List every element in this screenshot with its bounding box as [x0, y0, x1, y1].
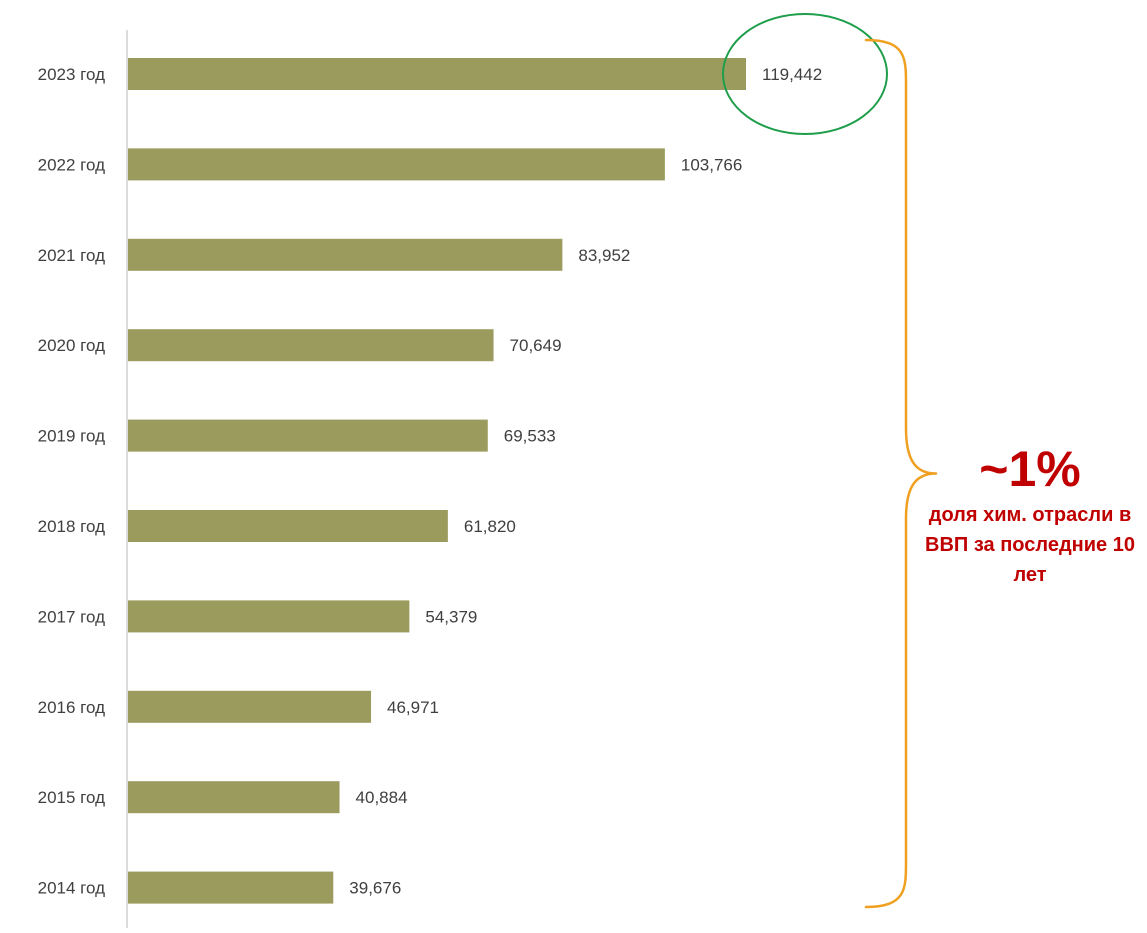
value-label: 69,533 [504, 427, 556, 446]
bar [128, 238, 563, 271]
category-label: 2022 год [38, 155, 105, 174]
category-label: 2023 год [38, 65, 105, 84]
bar [128, 781, 340, 814]
value-label: 40,884 [356, 788, 408, 807]
category-label: 2021 год [38, 246, 105, 265]
value-label: 70,649 [510, 336, 562, 355]
callout-description: доля хим. отрасли в ВВП за последние 10 … [925, 504, 1135, 586]
value-label: 103,766 [681, 155, 742, 174]
bar [128, 148, 665, 181]
bar [128, 600, 410, 633]
category-label: 2017 год [38, 607, 105, 626]
bar [128, 510, 448, 542]
value-label: 61,820 [464, 517, 516, 536]
bar [128, 419, 488, 452]
bars-layer [128, 58, 746, 904]
value-label: 83,952 [578, 246, 630, 265]
bar [128, 58, 746, 90]
callout: ~1% доля хим. отрасли в ВВП за последние… [905, 438, 1147, 590]
category-label: 2018 год [38, 517, 105, 536]
curly-brace [864, 38, 938, 909]
value-label: 39,676 [349, 879, 401, 898]
value-labels: 119,442 103,766 83,952 70,649 69,533 61,820 54… [349, 65, 822, 898]
category-label: 2015 год [38, 788, 105, 807]
bar [128, 690, 372, 723]
bar [128, 871, 334, 904]
category-label: 2020 год [38, 336, 105, 355]
category-label: 2019 год [38, 427, 105, 446]
value-label: 46,971 [387, 698, 439, 717]
value-label: 119,442 [762, 65, 822, 84]
category-label: 2016 год [38, 698, 105, 717]
highlight-ellipse [722, 13, 888, 135]
bar [128, 329, 494, 362]
callout-percentage: ~1% [979, 441, 1081, 497]
category-labels: 2023 год 2022 год 2021 год 2020 год 2019 год… [38, 65, 105, 898]
category-label: 2014 год [38, 879, 105, 898]
annotations [722, 13, 938, 909]
value-label: 54,379 [425, 607, 477, 626]
